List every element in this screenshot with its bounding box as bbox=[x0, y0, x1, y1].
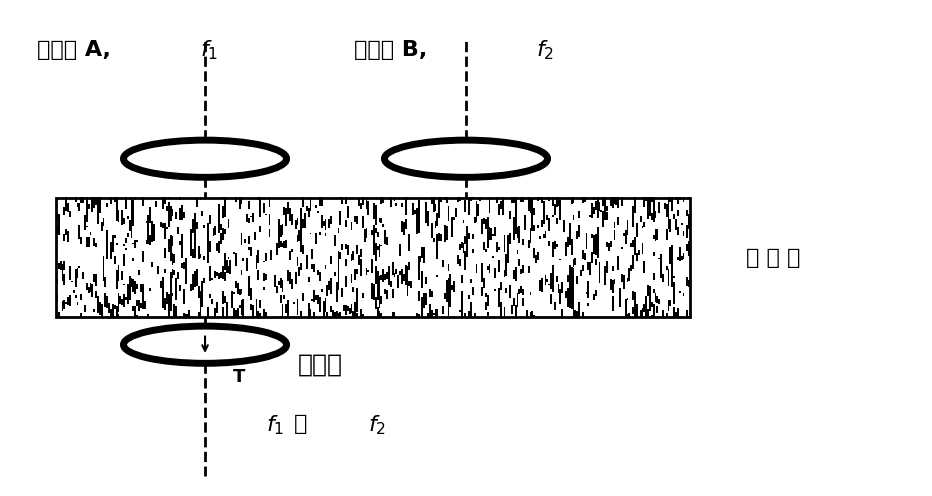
Text: 和: 和 bbox=[294, 414, 307, 434]
Ellipse shape bbox=[123, 326, 287, 363]
Text: 间 隔 区: 间 隔 区 bbox=[746, 248, 800, 268]
Ellipse shape bbox=[384, 140, 547, 178]
Text: T: T bbox=[233, 368, 245, 386]
Text: $\mathit{f}_1$: $\mathit{f}_1$ bbox=[266, 413, 284, 437]
Text: 接收机 A,: 接收机 A, bbox=[37, 40, 111, 60]
Ellipse shape bbox=[123, 140, 287, 178]
Text: $\mathit{f}_2$: $\mathit{f}_2$ bbox=[368, 413, 386, 437]
Text: 接收机 B,: 接收机 B, bbox=[354, 40, 428, 60]
Text: $\mathit{f}_2$: $\mathit{f}_2$ bbox=[536, 39, 554, 62]
Text: $\mathit{f}_1$: $\mathit{f}_1$ bbox=[200, 39, 219, 62]
Text: 发射机: 发射机 bbox=[298, 353, 343, 376]
Bar bbox=[56, 198, 690, 317]
